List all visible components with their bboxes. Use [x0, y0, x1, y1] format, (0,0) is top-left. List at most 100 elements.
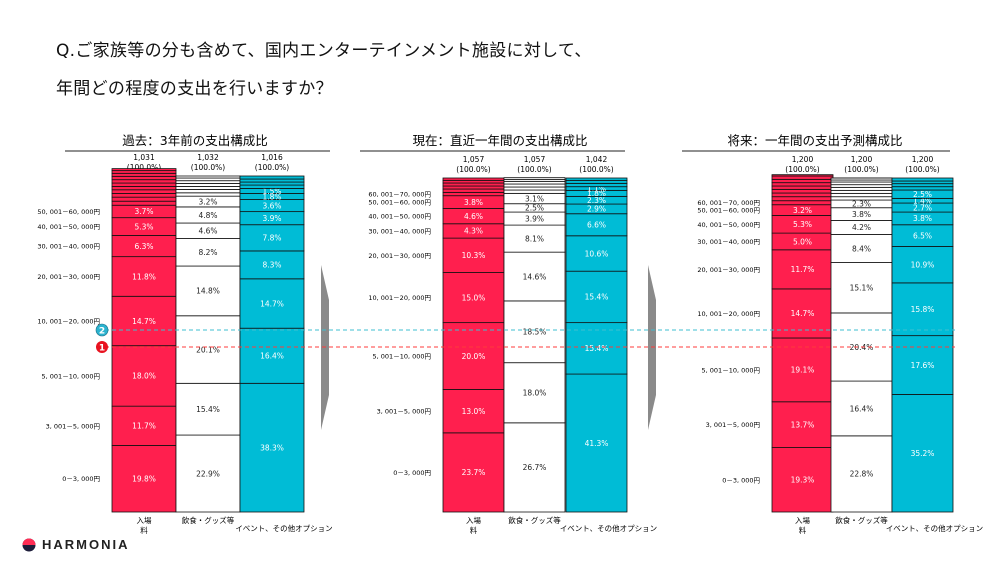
panel3-col3-seg-4	[891, 246, 954, 284]
panel2-col2-label-6: 3.9%	[525, 214, 544, 223]
panel2-n-3: 1,042	[586, 155, 608, 164]
panel1-col1-seg-13	[111, 186, 177, 191]
panel1-col3-label-4: 8.3%	[262, 261, 281, 270]
panel2-category-3: 5, 001－10, 000円	[373, 353, 431, 361]
marker-two-icon	[95, 323, 109, 337]
panel1-title: 過去：3年前の支出構成比	[122, 133, 267, 148]
panel3-col2-label-1: 22.8%	[850, 470, 874, 479]
panel1-col3-seg-13	[239, 175, 305, 180]
panel1-col2-seg-4	[175, 265, 241, 317]
panel3-col2-seg-11	[830, 189, 893, 194]
panel3-col1-seg-16	[771, 175, 834, 180]
panel1-col3-label-1: 38.3%	[260, 443, 284, 452]
panel2-col3-label-8: 1.8%	[587, 189, 606, 198]
panel3-col1-seg-13	[771, 185, 834, 190]
panel3-col3-label-5: 6.5%	[913, 231, 932, 240]
panel2-category-5: 20, 001－30, 000円	[368, 252, 431, 260]
panel2-col2-seg-10	[503, 186, 566, 191]
panel2-col3-label-2: 15.4%	[585, 344, 609, 353]
panel1-col1-seg-19	[111, 168, 177, 172]
panel1-col3-label-9: 1.5%	[262, 187, 281, 196]
panel1-col3-seg-3	[239, 278, 305, 329]
panel1-column-label-1-1: 入場	[137, 515, 152, 525]
panel2-col1-label-3: 20.0%	[462, 352, 486, 361]
panel2-col1-label-5: 10.3%	[462, 251, 486, 260]
panel2-col3-label-9: 1.1%	[587, 184, 606, 193]
panel3-col2-seg-13	[830, 184, 893, 188]
panel1-col2-seg-15	[175, 175, 241, 179]
panel3-col1-label-1: 19.3%	[791, 476, 815, 485]
panel2-col1-seg-9	[442, 191, 505, 197]
panel3-col3-seg-13	[891, 177, 954, 182]
panel1-col2-seg-13	[175, 180, 241, 184]
panel3-n-1: 1,200	[792, 155, 814, 164]
panel3-col3-label-8: 1.4%	[913, 197, 932, 206]
panel2-col2-label-3: 18.5%	[523, 328, 547, 337]
panel1-category-7: 40, 001－50, 000円	[37, 223, 100, 231]
panel3-col3-seg-10	[891, 186, 954, 191]
panel1-col1-seg-16	[111, 175, 177, 181]
panel2-col3-seg-1	[565, 373, 628, 513]
panel3-category-3: 5, 001－10, 000円	[702, 366, 760, 374]
panel2-col3-seg-10	[565, 182, 628, 188]
panel1-col1-label-4: 14.7%	[132, 317, 156, 326]
panel1-total-3: (100.0%)	[255, 163, 290, 172]
panel2-col1-seg-10	[442, 188, 505, 193]
panel1-col2-label-3: 20.1%	[196, 345, 220, 354]
panel1-col1-seg-15	[111, 179, 177, 184]
panel2-col1-label-8: 3.8%	[464, 198, 483, 207]
panel3-category-8: 50, 001－60, 000円	[697, 207, 760, 215]
panel1-col2-seg-14	[175, 177, 241, 182]
panel3-col2-seg-10	[830, 192, 893, 198]
panel3-category-2: 3, 001－5, 000円	[706, 421, 760, 429]
panel1-col2-label-4: 14.8%	[196, 287, 220, 296]
panel1-col3-label-2: 16.4%	[260, 352, 284, 361]
marker-one-label: 1	[99, 344, 105, 354]
panel3-col1-seg-9	[771, 200, 834, 206]
panel1-col1-seg-3	[111, 345, 177, 407]
panel1-col1-label-6: 6.3%	[134, 242, 153, 251]
panel2-col2-seg-9	[503, 189, 566, 194]
panel2-col2-label-2: 18.0%	[523, 389, 547, 398]
panel3-column-label-3: イベント、その他オプション	[886, 523, 983, 533]
panel1-col3-label-3: 14.7%	[260, 299, 284, 308]
panel3-col1-label-5: 11.7%	[791, 265, 815, 274]
panel2-col2-label-7: 2.5%	[525, 204, 544, 213]
marker-two-label: 2	[99, 327, 105, 337]
panel3-title: 将来：一年間の支出予測構成比	[727, 133, 902, 148]
panel2-col1-seg-11	[442, 185, 505, 190]
panel2-col2-seg-11	[503, 183, 566, 188]
panel2-col1-seg-1	[442, 432, 505, 513]
panel3-col3-label-7: 2.7%	[913, 203, 932, 212]
panel3-col3-seg-11	[891, 183, 954, 188]
panel1-col1-label-1: 19.8%	[132, 475, 156, 484]
panel3-n-3: 1,200	[912, 155, 934, 164]
panel2-col2-seg-1	[503, 422, 566, 513]
panel2-col1-seg-2	[442, 389, 505, 434]
panel2-column-label-1-2: 料	[470, 525, 478, 535]
panel2-category-2: 3, 001－5, 000円	[377, 408, 431, 416]
panel2-column-label-3: イベント、その他オプション	[560, 523, 657, 533]
panel1-col2-label-5: 8.2%	[198, 248, 217, 257]
panel2-col2-label-8: 3.1%	[525, 194, 544, 203]
panel2-n-1: 1,057	[463, 155, 485, 164]
panel1-col2-seg-10	[175, 189, 241, 194]
panel1-col3-label-7: 3.6%	[262, 201, 281, 210]
panel3-category-9: 60, 001－70, 000円	[697, 199, 760, 207]
panel2-col3-seg-11	[565, 179, 628, 184]
panel1-col2-seg-2	[175, 382, 241, 436]
panel3-total-1: (100.0%)	[785, 165, 820, 174]
panel1-n-3: 1,016	[261, 153, 283, 162]
brand-logo: HARMONIA	[22, 537, 130, 552]
panel2-col2-seg-12	[503, 180, 566, 185]
panel2-col1-label-6: 4.3%	[464, 227, 483, 236]
panel2-col3-label-1: 41.3%	[585, 439, 609, 448]
panel2-col1-seg-12	[442, 182, 505, 187]
panel3-col1-seg-17	[771, 174, 834, 177]
panel3-col2-seg-5	[830, 234, 893, 263]
panel3-col1-seg-5	[771, 249, 834, 290]
panel2-total-2: (100.0%)	[517, 165, 552, 174]
panel3-column-label-2: 飲食・グッズ等	[835, 515, 888, 525]
panel3-col2-seg-9	[830, 196, 893, 201]
panel1-category-4: 10, 001－20, 000円	[37, 317, 100, 325]
